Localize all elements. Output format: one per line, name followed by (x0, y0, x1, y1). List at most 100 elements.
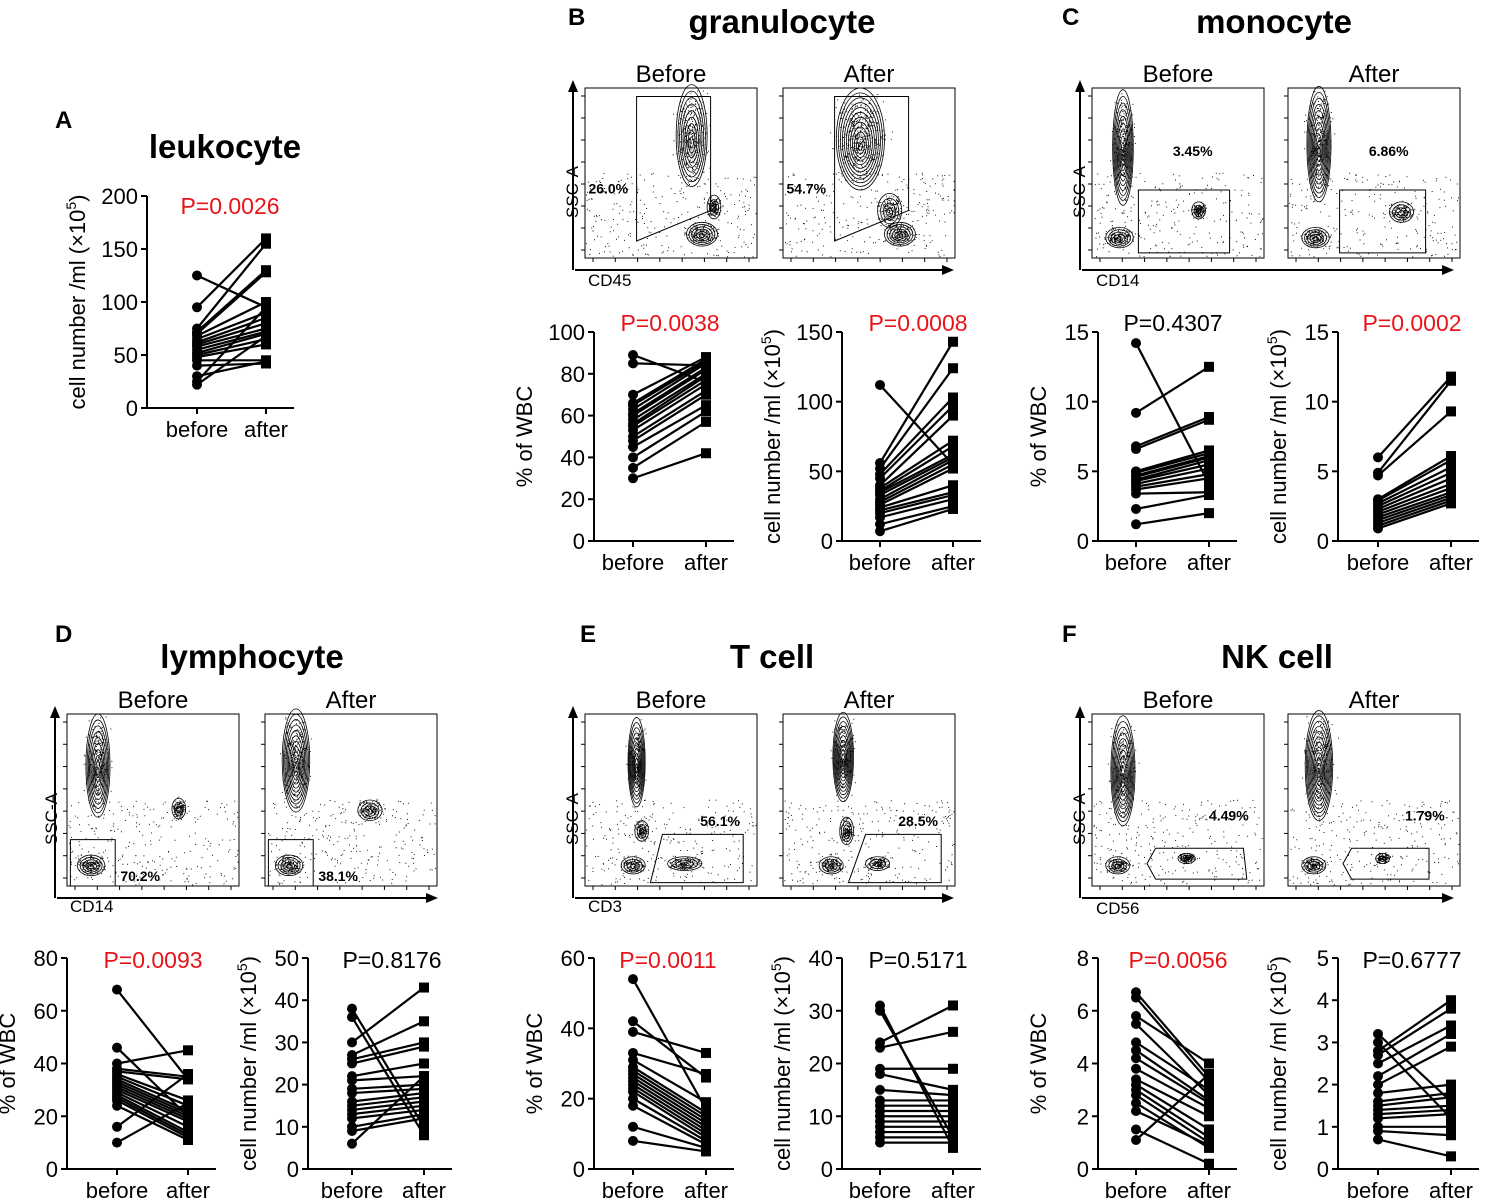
before-point (347, 1012, 357, 1023)
pair-line (1135, 418, 1210, 451)
y-axis-label: % of WBC (522, 1013, 547, 1115)
flow-x-label: CD56 (1096, 899, 1139, 918)
pair-line (196, 338, 267, 357)
pair-line (1377, 1113, 1452, 1120)
pair-line (351, 1075, 425, 1082)
flow-x-label: CD14 (70, 897, 113, 916)
x-tick-after: after (931, 550, 975, 575)
after-point (1204, 1158, 1214, 1169)
pair-line (632, 1076, 707, 1125)
pair-line (1377, 455, 1452, 501)
after-point (183, 1045, 193, 1056)
pair-line (879, 456, 954, 496)
after-point (1204, 1132, 1214, 1143)
p-value: P=0.8176 (342, 947, 441, 973)
before-point (192, 379, 202, 390)
pair-line (351, 1020, 425, 1057)
pair-line (196, 327, 267, 348)
gate-percentage: 38.1% (318, 868, 358, 884)
y-tick-label: 50 (275, 946, 299, 971)
before-point (628, 1135, 638, 1146)
x-tick-after: after (244, 417, 288, 442)
before-point (628, 358, 638, 369)
y-axis-label: cell number /ml (×105) (1264, 329, 1291, 544)
pair-line (879, 367, 954, 470)
before-point (1373, 1058, 1383, 1069)
flow-plot-after: 28.5% (779, 711, 956, 890)
panel-title: monocyte (1196, 3, 1352, 40)
after-point (701, 448, 711, 459)
after-point (183, 1098, 193, 1109)
pair-line (1377, 499, 1452, 527)
x-tick-before: before (602, 1178, 664, 1199)
y-tick-label: 150 (101, 237, 138, 262)
pair-line (1377, 487, 1452, 516)
gate-percentage: 28.5% (898, 813, 938, 829)
pair-line (1377, 477, 1452, 510)
before-point (1373, 1037, 1383, 1048)
pair-line (1135, 1094, 1210, 1144)
gate-percentage: 6.86% (1369, 143, 1409, 159)
pair-line (632, 1090, 707, 1139)
x-tick-before: before (1105, 550, 1167, 575)
pair-line (1377, 380, 1452, 474)
pair-line (1135, 467, 1210, 485)
pair-line (1135, 1109, 1210, 1147)
pair-line (1377, 1083, 1452, 1095)
y-tick-label: 60 (561, 946, 585, 971)
y-tick-label: 6 (1077, 999, 1089, 1024)
y-tick-label: 10 (275, 1115, 299, 1140)
y-tick-label: 5 (1317, 459, 1329, 484)
before-point (1131, 1045, 1141, 1056)
after-point (419, 1016, 429, 1027)
pair-line (632, 358, 707, 405)
after-point (701, 379, 711, 390)
pair-line (632, 1020, 707, 1079)
pair-line (879, 459, 954, 501)
before-point (1373, 1071, 1383, 1082)
after-point (1446, 995, 1456, 1006)
after-point (1446, 375, 1456, 386)
after-point (948, 494, 958, 505)
pair-line (1135, 1049, 1210, 1102)
after-point (1204, 414, 1214, 425)
p-value: P=0.0093 (103, 947, 202, 973)
y-tick-label: 50 (809, 459, 833, 484)
before-point (1373, 1079, 1383, 1090)
pair-line (1135, 454, 1210, 477)
before-point (628, 389, 638, 400)
pair-line (632, 393, 707, 442)
after-point (948, 410, 958, 421)
pair-line (879, 405, 954, 480)
after-point (261, 307, 271, 318)
pair-line (879, 445, 954, 492)
pair-line (1135, 1067, 1210, 1110)
p-value: P=0.0011 (619, 947, 716, 973)
after-point (948, 400, 958, 411)
after-point (1446, 473, 1456, 484)
before-point (628, 974, 638, 985)
y-tick-label: 80 (34, 946, 58, 971)
pair-line (632, 1087, 707, 1135)
pair-line (351, 1091, 425, 1103)
panel-title: NK cell (1221, 638, 1333, 675)
pair-line (351, 1041, 425, 1061)
after-point (419, 982, 429, 993)
pair-line (632, 404, 707, 448)
pair-line (632, 1066, 707, 1114)
after-point (701, 389, 711, 400)
pair-line (879, 439, 954, 489)
after-point (948, 435, 958, 446)
x-tick-after: after (1187, 1178, 1231, 1199)
after-point (1204, 1111, 1214, 1122)
pair-line (351, 1113, 425, 1128)
before-point (1131, 407, 1141, 418)
pair-line (196, 237, 267, 309)
pair-line (632, 1069, 707, 1118)
pair-line (1135, 1057, 1210, 1104)
y-tick-label: 0 (573, 1157, 585, 1182)
pair-line (632, 452, 707, 480)
before-point (628, 1121, 638, 1132)
before-point (1131, 488, 1141, 499)
after-point (948, 463, 958, 474)
